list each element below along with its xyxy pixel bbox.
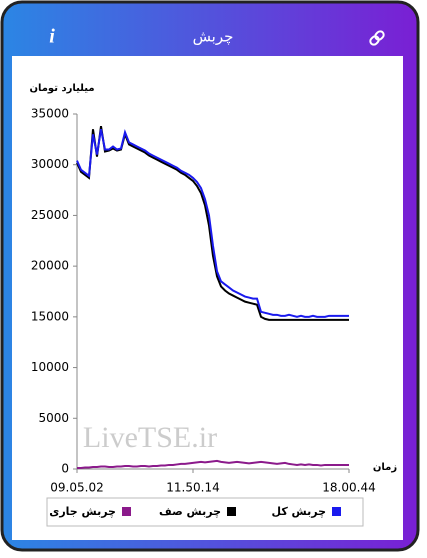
x-tick-label: 18.00.44 bbox=[322, 481, 375, 495]
y-tick-label: 25000 bbox=[31, 208, 69, 222]
series-line bbox=[76, 128, 349, 318]
x-axis-label: زمان bbox=[373, 462, 397, 473]
link-button[interactable] bbox=[369, 30, 385, 46]
y-tick-label: 20000 bbox=[31, 259, 69, 273]
x-tick-label: 09.05.02 bbox=[50, 481, 103, 495]
y-tick-label: 15000 bbox=[31, 309, 69, 323]
y-tick-label: 30000 bbox=[31, 157, 69, 171]
info-button[interactable]: i bbox=[49, 26, 55, 48]
y-axis-label: میلیارد تومان bbox=[29, 83, 94, 94]
legend-label: چربش صف bbox=[159, 505, 221, 518]
card bbox=[12, 56, 403, 540]
legend-swatch bbox=[332, 507, 341, 516]
header-title: چربش bbox=[193, 28, 234, 46]
legend-swatch bbox=[122, 507, 131, 516]
legend-swatch bbox=[227, 507, 236, 516]
x-tick-label: 11.50.14 bbox=[166, 481, 219, 495]
legend bbox=[46, 497, 364, 527]
y-tick-label: 0 bbox=[61, 462, 69, 476]
y-tick-label: 35000 bbox=[31, 107, 69, 121]
legend-label: چربش جاری bbox=[49, 505, 116, 518]
y-tick-label: 5000 bbox=[38, 411, 69, 425]
legend-label: چربش کل bbox=[272, 505, 327, 518]
series-line bbox=[77, 459, 349, 469]
watermark: LiveTSE.ir bbox=[83, 421, 217, 454]
y-tick-label: 10000 bbox=[31, 360, 69, 374]
